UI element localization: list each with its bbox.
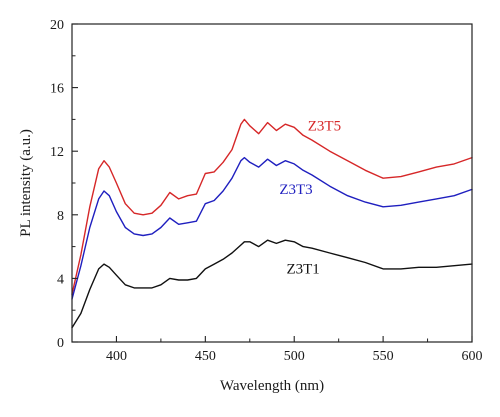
x-tick-label: 550 [373, 349, 394, 364]
series-label-z3t1: Z3T1 [286, 262, 319, 278]
y-tick-label: 20 [50, 18, 64, 33]
series-label-z3t5: Z3T5 [308, 119, 341, 135]
x-axis-title: Wavelength (nm) [220, 378, 324, 394]
y-axis-title: PL intensity (a.u.) [18, 129, 34, 237]
x-tick-label: 400 [106, 349, 127, 364]
series-line-z3t1 [71, 239, 473, 329]
plot-frame [71, 23, 473, 343]
series-line-z3t3 [71, 156, 473, 300]
ticks-group [71, 23, 473, 343]
y-tick-label: 8 [57, 209, 64, 224]
series-label-z3t3: Z3T3 [279, 182, 312, 198]
y-tick-label: 16 [50, 82, 64, 97]
series-labels-group: Z3T5 Z3T3 Z3T1 [279, 119, 341, 278]
x-tick-label: 450 [195, 349, 216, 364]
y-tick-label: 0 [57, 336, 64, 351]
x-tick-label: 500 [284, 349, 305, 364]
x-tick-label: 600 [462, 349, 483, 364]
tick-labels-group: 400 450 500 550 600 0 4 8 12 16 20 [50, 18, 483, 364]
series-group [71, 118, 473, 329]
y-tick-label: 12 [50, 145, 64, 160]
y-tick-label: 4 [57, 272, 64, 287]
series-line-z3t5 [71, 118, 473, 295]
